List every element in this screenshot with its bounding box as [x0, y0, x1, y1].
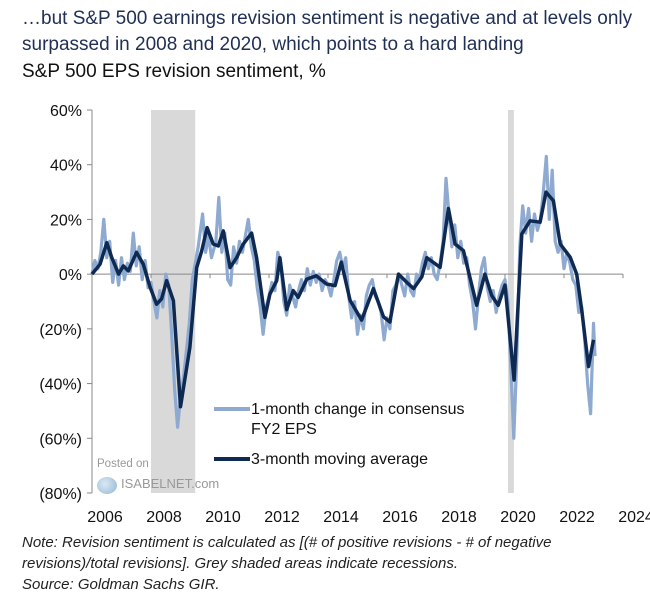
y-tick-label: 0% [59, 267, 82, 284]
legend-label: FY2 EPS [251, 421, 317, 438]
y-tick-label: (80%) [39, 486, 82, 503]
y-tick-label: 40% [50, 158, 82, 175]
x-tick-label: 2008 [146, 509, 182, 526]
y-tick-label: (20%) [39, 322, 82, 339]
note-text: Note: Revision sentiment is calculated a… [22, 534, 552, 572]
isabelnet-logo-icon [97, 477, 117, 494]
chart-subtitle: S&P 500 EPS revision sentiment, % [22, 61, 326, 82]
y-tick-label: (60%) [39, 431, 82, 448]
chart-title: …but S&P 500 earnings revision sentiment… [22, 8, 633, 55]
one-month-change-line [90, 154, 597, 440]
recession-band [507, 110, 514, 493]
watermark-posted-on: Posted on [97, 458, 149, 470]
moving-average-line [90, 190, 596, 409]
chart-note: Note: Revision sentiment is calculated a… [22, 532, 647, 595]
x-tick-label: 2022 [559, 509, 595, 526]
x-tick-label: 2010 [205, 509, 241, 526]
x-tick-label: 2014 [323, 509, 359, 526]
x-tick-label: 2018 [441, 509, 477, 526]
y-tick-label: 60% [50, 103, 82, 120]
source-text: Source: Goldman Sachs GIR. [22, 576, 220, 593]
y-tick-label: 20% [50, 212, 82, 229]
x-tick-label: 2020 [500, 509, 536, 526]
x-tick-label: 2024 [618, 509, 650, 526]
x-tick-label: 2006 [87, 509, 123, 526]
x-tick-label: 2012 [264, 509, 300, 526]
y-tick-label: (40%) [39, 377, 82, 394]
legend-label: 1-month change in consensus [251, 401, 464, 418]
watermark-site: ISABELNET.com [121, 476, 220, 491]
legend-label: 3-month moving average [251, 451, 428, 468]
chart-header: …but S&P 500 earnings revision sentiment… [22, 6, 647, 84]
x-tick-label: 2016 [382, 509, 418, 526]
